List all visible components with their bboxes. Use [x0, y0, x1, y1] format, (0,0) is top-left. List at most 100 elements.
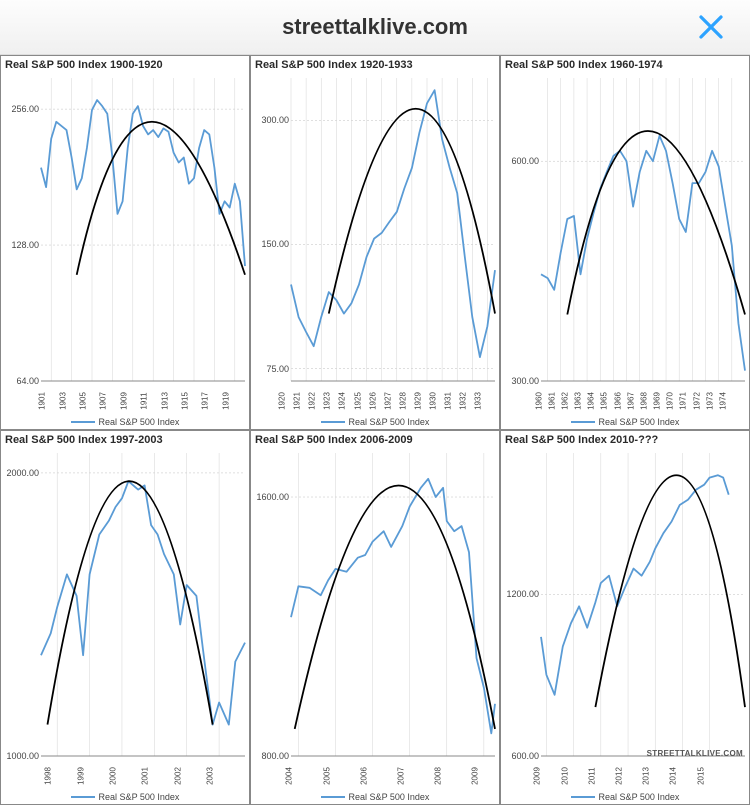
plot-area: [541, 78, 745, 381]
x-tick-label: 2007: [396, 767, 405, 785]
x-tick-label: 1971: [679, 392, 688, 410]
chart-title: Real S&P 500 Index 1997-2003: [5, 434, 163, 446]
x-axis: 1920192119221923192419251926192719281929…: [291, 381, 495, 409]
chart-title: Real S&P 500 Index 2010-???: [505, 434, 658, 446]
chart-title: Real S&P 500 Index 2006-2009: [255, 434, 413, 446]
y-axis: 300.00600.00: [501, 78, 541, 381]
chart-legend: Real S&P 500 Index: [1, 417, 249, 427]
legend-label: Real S&P 500 Index: [349, 792, 430, 802]
series-line: [291, 479, 495, 734]
legend-label: Real S&P 500 Index: [99, 792, 180, 802]
y-axis: 75.00 150.00 300.00: [251, 78, 291, 381]
y-tick-label: 300.00: [261, 115, 289, 125]
x-tick-label: 1973: [705, 392, 714, 410]
x-tick-label: 2003: [206, 767, 215, 785]
x-tick-label: 1911: [140, 392, 149, 409]
y-tick-label: 800.00: [261, 751, 289, 761]
legend-swatch: [571, 421, 595, 423]
chart-panel: Real S&P 500 Index 2006-2009800.001600.0…: [250, 430, 500, 805]
x-tick-label: 2010: [560, 767, 569, 785]
x-tick-label: 2001: [141, 767, 150, 785]
x-tick-label: 1924: [338, 392, 347, 410]
series-line: [541, 136, 745, 371]
x-tick-label: 1903: [58, 392, 67, 410]
y-tick-label: 2000.00: [6, 468, 39, 478]
plot-area: [41, 453, 245, 756]
plot-area: [541, 453, 745, 756]
legend-label: Real S&P 500 Index: [599, 417, 680, 427]
x-tick-label: 1931: [444, 392, 453, 410]
trend-arc: [295, 486, 495, 729]
chart-legend: Real S&P 500 Index: [251, 417, 499, 427]
x-tick-label: 1920: [278, 392, 287, 410]
x-tick-label: 1964: [587, 392, 596, 410]
chart-title: Real S&P 500 Index 1960-1974: [505, 59, 663, 71]
x-tick-label: 2014: [669, 767, 678, 785]
legend-swatch: [571, 796, 595, 798]
x-tick-label: 1963: [574, 392, 583, 410]
x-tick-label: 1929: [414, 392, 423, 410]
x-tick-label: 1919: [221, 392, 230, 410]
trend-arc: [567, 131, 745, 315]
x-tick-label: 1960: [534, 392, 543, 410]
x-tick-label: 1913: [160, 392, 169, 410]
trend-arc: [595, 475, 745, 707]
chart-panel: Real S&P 500 Index 1997-2003 1000.002000.…: [0, 430, 250, 805]
chart-grid: Real S&P 500 Index 1900-192064.00128.002…: [0, 55, 750, 805]
header-title: streettalklive.com: [282, 14, 468, 40]
trend-arc: [77, 122, 245, 275]
x-tick-label: 1968: [639, 392, 648, 410]
x-tick-label: 1974: [718, 392, 727, 410]
x-tick-label: 1933: [474, 392, 483, 410]
x-tick-label: 1928: [398, 392, 407, 410]
y-tick-label: 64.00: [16, 376, 39, 386]
plot-area: [41, 78, 245, 381]
legend-label: Real S&P 500 Index: [99, 417, 180, 427]
x-tick-label: 1926: [368, 392, 377, 410]
y-tick-label: 150.00: [261, 239, 289, 249]
x-tick-label: 1930: [429, 392, 438, 410]
header: streettalklive.com: [0, 0, 750, 55]
x-tick-label: 1922: [308, 392, 317, 410]
x-tick-label: 2006: [359, 767, 368, 785]
y-tick-label: 256.00: [11, 104, 39, 114]
x-tick-label: 1932: [459, 392, 468, 410]
legend-swatch: [321, 796, 345, 798]
legend-label: Real S&P 500 Index: [599, 792, 680, 802]
chart-legend: Real S&P 500 Index: [501, 792, 749, 802]
watermark: STREETTALKLIVE.COM: [647, 749, 743, 758]
plot-area: [291, 78, 495, 381]
x-tick-label: 1901: [38, 392, 47, 410]
legend-swatch: [71, 421, 95, 423]
x-axis: 2009201020112012201320142015: [541, 756, 745, 784]
x-tick-label: 1961: [547, 392, 556, 410]
x-tick-label: 2009: [533, 767, 542, 785]
trend-arc: [47, 481, 212, 724]
chart-legend: Real S&P 500 Index: [1, 792, 249, 802]
y-axis: 1000.002000.00: [1, 453, 41, 756]
x-axis: 1901190319051907190919111913191519171919: [41, 381, 245, 409]
x-tick-label: 1909: [119, 392, 128, 410]
x-axis: 1960196119621963196419651966196719681969…: [541, 381, 745, 409]
x-tick-label: 2008: [433, 767, 442, 785]
x-tick-label: 2002: [173, 767, 182, 785]
y-tick-label: 75.00: [266, 364, 289, 374]
x-tick-label: 1998: [44, 767, 53, 785]
x-tick-label: 2000: [108, 767, 117, 785]
x-tick-label: 1923: [323, 392, 332, 410]
close-icon[interactable]: [696, 12, 726, 42]
chart-legend: Real S&P 500 Index: [251, 792, 499, 802]
x-tick-label: 1970: [666, 392, 675, 410]
x-tick-label: 1999: [76, 767, 85, 785]
legend-swatch: [71, 796, 95, 798]
y-axis: 64.00128.00256.00: [1, 78, 41, 381]
x-axis: 200420052006200720082009: [291, 756, 495, 784]
chart-panel: Real S&P 500 Index 2010-???600.001200.00…: [500, 430, 750, 805]
x-tick-label: 1907: [99, 392, 108, 410]
legend-label: Real S&P 500 Index: [349, 417, 430, 427]
legend-swatch: [321, 421, 345, 423]
x-tick-label: 1905: [79, 392, 88, 410]
chart-panel: Real S&P 500 Index 1960-1974 300.00600.00…: [500, 55, 750, 430]
x-tick-label: 1927: [383, 392, 392, 410]
x-tick-label: 2012: [615, 767, 624, 785]
